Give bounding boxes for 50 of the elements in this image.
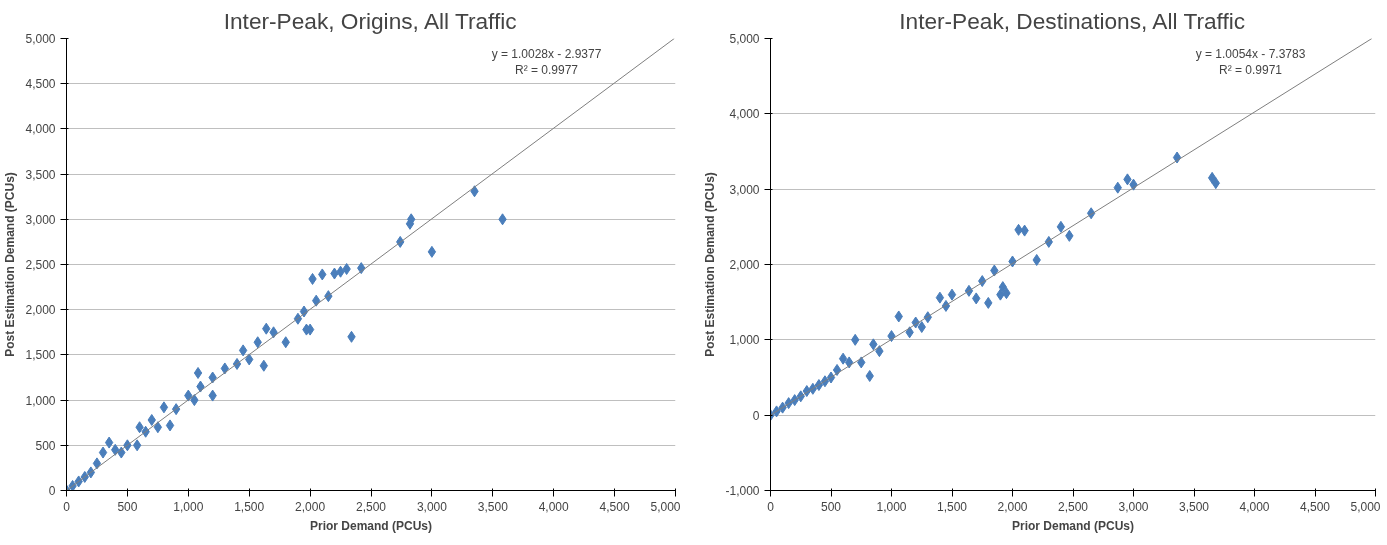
chart-title: Inter-Peak, Destinations, All Traffic (899, 7, 1246, 34)
x-tick-label: 3,000 (1118, 499, 1149, 514)
y-tick-label: -1,000 (725, 484, 760, 498)
x-tick-label: 1,500 (234, 499, 265, 514)
y-tick-label: 500 (35, 438, 56, 453)
y-tick-label: 4,000 (729, 107, 760, 122)
x-tick-label: 5,000 (1350, 499, 1381, 514)
y-tick-label: 3,000 (25, 212, 56, 227)
y-tick-label: 3,500 (25, 167, 56, 182)
x-tick-label: 1,000 (173, 499, 204, 514)
x-axis-title: Prior Demand (PCUs) (309, 518, 433, 533)
chart-title: Inter-Peak, Origins, All Traffic (223, 7, 517, 34)
x-tick-label: 4,000 (1239, 499, 1270, 514)
y-tick-label: 1,500 (25, 348, 56, 363)
y-tick-label: 5,000 (25, 32, 56, 46)
y-tick-label: 0 (752, 408, 760, 423)
annotation: R² = 0.9971 (1218, 62, 1283, 77)
annotation: R² = 0.9977 (514, 62, 579, 77)
x-axis-title: Prior Demand (PCUs) (1011, 518, 1135, 533)
x-tick-label: 4,000 (538, 499, 570, 514)
y-tick-label: 0 (48, 484, 56, 498)
x-tick-label: 500 (117, 499, 138, 514)
x-tick-label: 0 (767, 499, 775, 514)
x-tick-label: 1,000 (876, 499, 907, 514)
x-tick-label: 2,500 (355, 499, 387, 514)
x-tick-label: 3,500 (477, 499, 509, 514)
y-tick-label: 1,000 (729, 333, 760, 348)
y-tick-label: 4,000 (25, 122, 56, 137)
y-tick-label: 5,000 (729, 32, 760, 46)
y-axis-title: Post Estimation Demand (PCUs) (3, 172, 18, 357)
y-axis-title: Post Estimation Demand (PCUs) (703, 172, 718, 357)
y-tick-label: 3,000 (729, 182, 760, 197)
annotation: y = 1.0054x - 7.3783 (1195, 46, 1306, 61)
y-tick-label: 2,000 (25, 303, 56, 318)
annotation: y = 1.0028x - 2.9377 (491, 46, 602, 61)
y-tick-label: 4,500 (25, 77, 56, 92)
y-tick-label: 2,500 (25, 258, 56, 272)
y-tick-label: 2,000 (729, 258, 760, 272)
x-tick-label: 3,500 (1178, 499, 1210, 514)
x-tick-label: 4,500 (1299, 499, 1331, 514)
x-tick-label: 4,500 (599, 499, 630, 514)
x-tick-label: 3,000 (416, 499, 448, 514)
x-tick-label: 500 (820, 499, 842, 514)
y-tick-label: 1,000 (25, 393, 56, 408)
x-tick-label: 5,000 (650, 499, 681, 514)
x-tick-label: 2,000 (997, 499, 1028, 514)
x-tick-label: 1,500 (936, 499, 968, 514)
x-tick-label: 2,500 (1057, 499, 1089, 514)
x-tick-label: 2,000 (295, 499, 326, 514)
x-tick-label: 0 (63, 499, 71, 514)
